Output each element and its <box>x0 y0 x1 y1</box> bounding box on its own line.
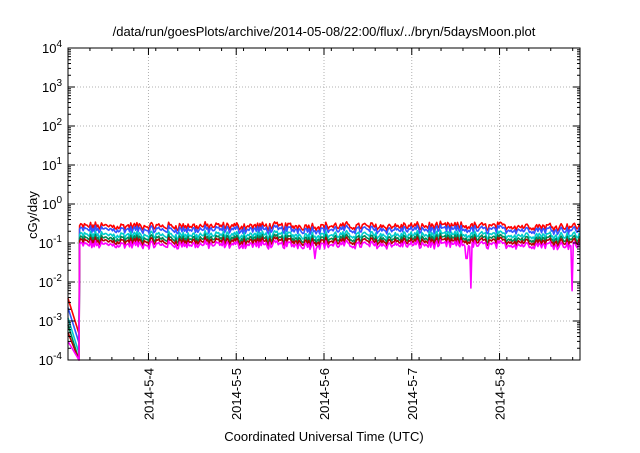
series-line <box>67 229 581 354</box>
y-tick-label: 10-3 <box>39 312 63 329</box>
data-lines <box>67 220 581 361</box>
y-tick-label: 10-4 <box>39 351 63 368</box>
gridlines <box>68 48 580 360</box>
y-tick-label: 10-2 <box>39 273 63 290</box>
x-tick-label: 2014-5-6 <box>317 368 332 420</box>
y-tick-label: 100 <box>42 195 62 212</box>
y-tick-label: 104 <box>42 39 62 56</box>
series-line <box>67 235 581 361</box>
y-tick-label: 101 <box>42 156 62 173</box>
series-line <box>67 232 581 361</box>
chart-title: /data/run/goesPlots/archive/2014-05-08/2… <box>113 24 536 39</box>
x-tick-label: 2014-5-4 <box>141 368 156 420</box>
y-tick-label: 10-1 <box>39 234 63 251</box>
series-line <box>67 224 581 344</box>
x-axis-label: Coordinated Universal Time (UTC) <box>224 429 423 444</box>
x-ticks: 2014-5-4 2014-5-5 2014-5-6 2014-5-7 2014-5-8 <box>67 48 574 420</box>
y-ticks: 10-4 10-3 10-2 10-1 100 101 102 103 104 <box>39 39 580 368</box>
y-tick-label: 102 <box>42 117 62 134</box>
series-line <box>67 239 581 361</box>
x-tick-label: 2014-5-7 <box>405 368 420 420</box>
x-tick-label: 2014-5-8 <box>493 368 508 420</box>
series-line <box>67 220 581 335</box>
y-axis-label: cGy/day <box>25 191 40 239</box>
x-tick-label: 2014-5-5 <box>229 368 244 420</box>
y-tick-label: 103 <box>42 78 62 95</box>
